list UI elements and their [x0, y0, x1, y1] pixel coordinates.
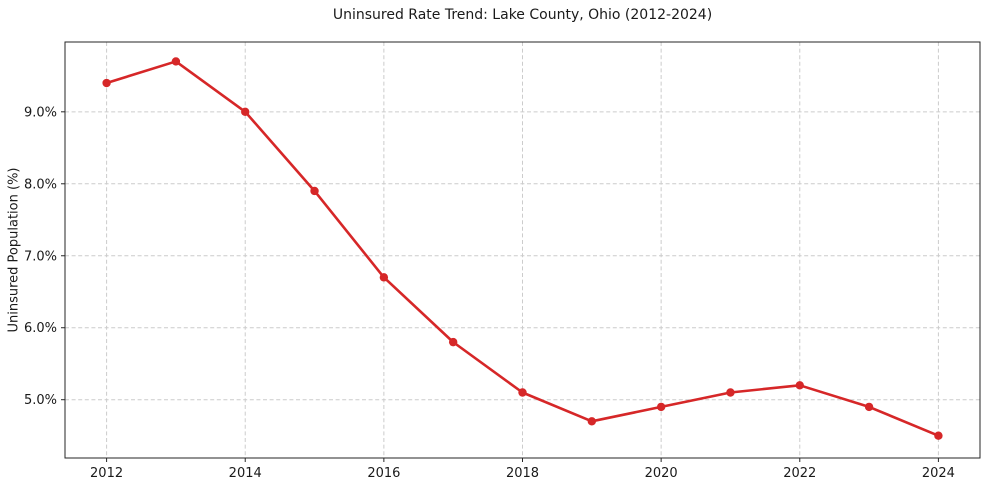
data-point	[310, 186, 319, 196]
x-tick-label: 2016	[367, 466, 400, 481]
x-tick-label: 2020	[645, 466, 678, 481]
x-tick-label: 2022	[783, 466, 816, 481]
data-point	[934, 431, 943, 440]
data-point	[795, 381, 804, 390]
x-tick-label: 2014	[229, 466, 262, 481]
data-point	[379, 273, 389, 282]
data-point	[726, 388, 735, 397]
y-tick-label: 8.0%	[24, 177, 57, 192]
x-tick-label: 2024	[922, 466, 955, 481]
data-point	[448, 337, 458, 347]
y-tick-label: 7.0%	[24, 249, 57, 264]
y-tick-label: 5.0%	[24, 393, 57, 408]
y-tick-label: 9.0%	[24, 105, 57, 120]
data-point	[241, 107, 250, 117]
data-point	[656, 402, 666, 412]
y-tick-label: 6.0%	[24, 321, 57, 336]
chart-title: Uninsured Rate Trend: Lake County, Ohio …	[332, 7, 713, 23]
data-point	[587, 417, 597, 426]
x-tick-label: 2018	[506, 466, 539, 481]
x-tick-label: 2012	[90, 466, 123, 481]
data-point	[518, 388, 527, 397]
data-point	[102, 78, 111, 88]
data-point	[864, 402, 874, 412]
data-point	[171, 57, 181, 66]
